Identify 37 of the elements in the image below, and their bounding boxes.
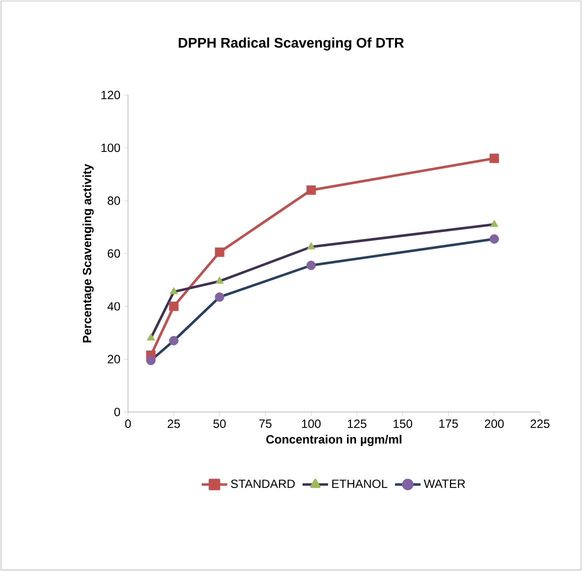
point xyxy=(306,185,316,195)
point xyxy=(490,220,498,227)
point xyxy=(170,287,178,294)
y-tick-label: 40 xyxy=(107,302,120,311)
x-tick-label: 100 xyxy=(302,420,321,428)
point xyxy=(307,242,316,250)
y-axis-title: Percentage Scavenging activity xyxy=(82,164,94,342)
x-tick-label: 125 xyxy=(348,420,366,428)
point xyxy=(306,260,316,270)
x-tick-label: 50 xyxy=(213,420,226,428)
y-tick-label: 20 xyxy=(108,354,120,364)
point xyxy=(169,302,178,312)
point xyxy=(146,333,155,340)
legend-label: STANDARD xyxy=(230,480,295,488)
x-tick-label: 75 xyxy=(259,420,272,428)
point xyxy=(214,247,224,257)
x-tick-label: 200 xyxy=(484,420,504,428)
x-tick-label: 25 xyxy=(168,420,180,428)
point xyxy=(490,234,499,244)
legend-label: ETHANOL xyxy=(332,480,388,488)
x-tick-label: 0 xyxy=(125,420,131,428)
x-tick-label: 225 xyxy=(530,420,550,428)
y-tick-label: 60 xyxy=(108,249,120,258)
y-tick-label: 120 xyxy=(101,90,120,100)
x-axis-title: Concentraion in µgm/ml xyxy=(266,434,402,446)
point xyxy=(146,356,156,366)
point xyxy=(215,276,224,284)
point xyxy=(214,292,224,302)
legend-label: WATER xyxy=(424,480,466,488)
y-tick-label: 100 xyxy=(101,144,120,152)
x-tick-label: 150 xyxy=(394,420,412,428)
chart-title: DPPH Radical Scavenging Of DTR xyxy=(178,37,404,51)
point xyxy=(490,154,499,164)
y-tick-label: 80 xyxy=(108,196,120,205)
x-tick-label: 175 xyxy=(439,420,458,428)
point xyxy=(169,336,178,346)
y-tick-label: 0 xyxy=(114,408,120,416)
